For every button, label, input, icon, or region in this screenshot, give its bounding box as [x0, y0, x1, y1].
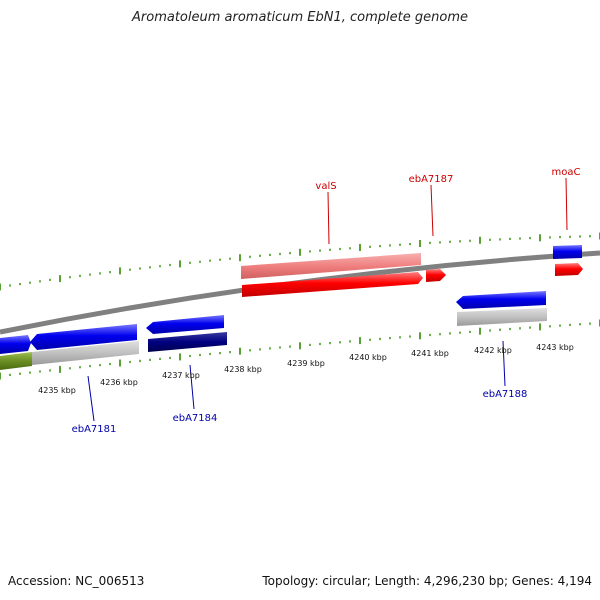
gene-label-ebA7188[interactable]: ebA7188 [483, 389, 528, 400]
gene-ebA7184-dark[interactable] [148, 332, 227, 352]
scale-label: 4240 kbp [349, 353, 387, 362]
scale-label: 4237 kbp [162, 371, 200, 380]
label-line-moaC [565, 177, 568, 231]
gene-moaC-product[interactable] [555, 263, 583, 276]
scale-label: 4241 kbp [411, 349, 449, 358]
gene-ebA7187[interactable] [426, 269, 446, 282]
gene-ebA7188-grey[interactable] [457, 308, 547, 326]
gene-label-valS[interactable]: valS [315, 181, 336, 192]
label-line-ebA7188 [502, 340, 506, 387]
forward-genes [241, 245, 583, 297]
label-line-ebA7181 [87, 375, 95, 422]
scale-label: 4236 kbp [100, 378, 138, 387]
reverse-gene-labels: ebA7181 ebA7184 ebA7188 [72, 340, 528, 435]
gene-left-edge[interactable] [0, 335, 31, 354]
accession-text: Accession: NC_006513 [8, 574, 145, 588]
gene-label-ebA7187[interactable]: ebA7187 [409, 174, 454, 185]
gene-ebA7181-grey[interactable] [32, 341, 139, 365]
scale-label: 4235 kbp [38, 386, 76, 395]
gene-label-ebA7184[interactable]: ebA7184 [173, 413, 218, 424]
scale-label: 4243 kbp [536, 343, 574, 352]
reverse-genes [0, 291, 547, 370]
gene-moaC[interactable] [553, 245, 582, 259]
label-line-valS [327, 191, 330, 245]
scale-label: 4242 kbp [474, 346, 512, 355]
gene-ebA7184[interactable] [146, 315, 224, 334]
map-title: Aromatoleum aromaticum EbN1, complete ge… [132, 10, 468, 25]
gene-ebA7188[interactable] [456, 291, 546, 309]
scale-labels: 4235 kbp 4236 kbp 4237 kbp 4238 kbp 4239… [38, 343, 574, 395]
gene-label-moaC[interactable]: moaC [552, 167, 581, 178]
genome-summary-text: Topology: circular; Length: 4,296,230 bp… [262, 574, 592, 588]
gene-label-ebA7181[interactable]: ebA7181 [72, 424, 117, 435]
scale-label: 4239 kbp [287, 359, 325, 368]
gene-olive-feature[interactable] [0, 352, 32, 370]
forward-gene-labels: valS ebA7187 moaC [315, 167, 581, 245]
label-line-ebA7184 [189, 364, 195, 410]
forward-strand-ticks [0, 232, 600, 291]
label-line-ebA7187 [430, 184, 434, 237]
gene-valS-secondary[interactable] [241, 253, 421, 279]
reverse-strand-ticks [0, 319, 600, 380]
gene-ebA7181[interactable] [30, 324, 137, 350]
gene-valS[interactable] [242, 272, 423, 297]
scale-label: 4238 kbp [224, 365, 262, 374]
